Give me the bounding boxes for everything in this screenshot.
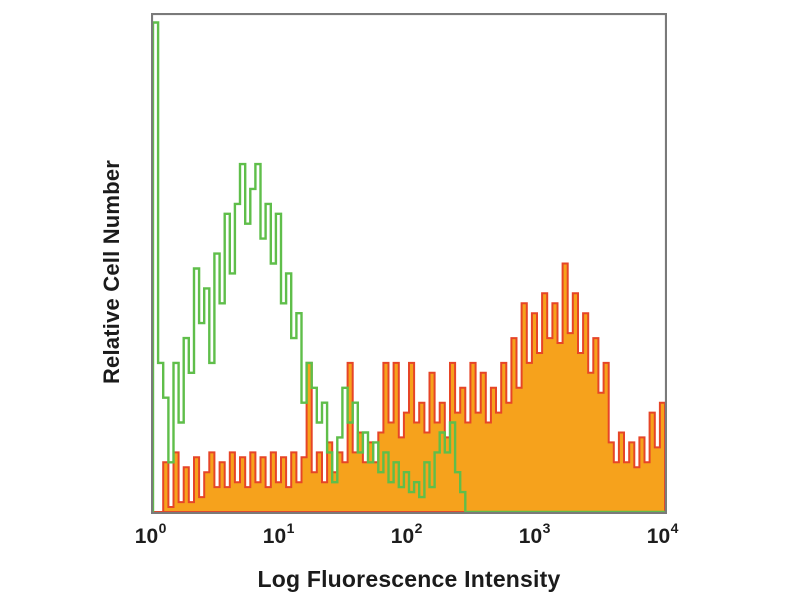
histogram-series-layer [151,21,666,514]
x-tick-1e1: 101 [262,520,295,548]
orange_filled_histogram [153,262,666,513]
x-tick-1e0: 100 [134,520,167,548]
x-tick-1e4: 104 [646,520,679,548]
plot-frame-border [151,13,667,514]
plot-area [151,13,667,514]
x-axis-label: Log Fluorescence Intensity [257,566,561,592]
y-axis-label: Relative Cell Number [99,159,124,385]
x-tick-1e3: 103 [518,520,551,548]
x-tick-1e2: 102 [390,520,423,548]
x-axis-ticks: 100 101 102 103 104 [0,520,800,558]
